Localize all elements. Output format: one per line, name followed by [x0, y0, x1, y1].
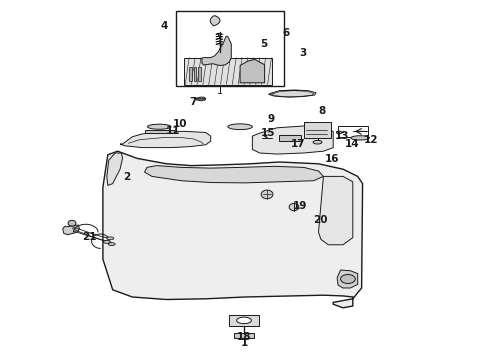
- Text: 12: 12: [364, 135, 379, 145]
- Ellipse shape: [107, 237, 114, 240]
- Text: 7: 7: [189, 96, 196, 107]
- Text: 16: 16: [325, 154, 340, 164]
- Polygon shape: [63, 225, 79, 235]
- Text: 3: 3: [299, 48, 306, 58]
- Ellipse shape: [337, 131, 342, 134]
- Polygon shape: [202, 36, 231, 66]
- Ellipse shape: [103, 240, 110, 243]
- Ellipse shape: [237, 317, 251, 324]
- Text: 11: 11: [166, 126, 180, 136]
- Bar: [176, 11, 284, 86]
- Polygon shape: [145, 130, 174, 133]
- Polygon shape: [252, 126, 333, 154]
- Text: 21: 21: [82, 231, 97, 242]
- Circle shape: [289, 203, 299, 211]
- Polygon shape: [194, 67, 196, 81]
- Polygon shape: [195, 97, 206, 101]
- Ellipse shape: [351, 136, 369, 140]
- Ellipse shape: [341, 275, 355, 284]
- Text: 18: 18: [237, 332, 251, 342]
- Text: 4: 4: [161, 21, 169, 31]
- Circle shape: [261, 190, 273, 199]
- Polygon shape: [120, 131, 211, 148]
- Text: 1: 1: [241, 338, 247, 348]
- Text: 14: 14: [344, 139, 359, 149]
- Ellipse shape: [228, 124, 252, 130]
- Circle shape: [68, 220, 76, 226]
- Text: 13: 13: [335, 131, 349, 141]
- Text: 8: 8: [319, 106, 326, 116]
- Ellipse shape: [313, 140, 322, 144]
- Polygon shape: [184, 58, 272, 85]
- Ellipse shape: [108, 243, 115, 246]
- Polygon shape: [318, 176, 353, 245]
- Bar: [234, 333, 254, 338]
- Polygon shape: [107, 153, 122, 185]
- Text: 9: 9: [268, 114, 274, 124]
- Text: 15: 15: [261, 128, 276, 138]
- Bar: [279, 135, 301, 141]
- Polygon shape: [210, 16, 220, 26]
- Ellipse shape: [147, 124, 171, 129]
- Polygon shape: [145, 166, 323, 183]
- Bar: [338, 126, 368, 137]
- Text: 17: 17: [291, 139, 305, 149]
- Polygon shape: [103, 151, 363, 308]
- Text: 10: 10: [173, 119, 188, 129]
- Text: 19: 19: [293, 201, 308, 211]
- Text: 6: 6: [282, 28, 289, 38]
- Bar: [229, 315, 259, 326]
- Text: 20: 20: [313, 215, 327, 225]
- Polygon shape: [198, 67, 201, 81]
- Polygon shape: [337, 270, 358, 288]
- Polygon shape: [240, 59, 265, 83]
- Polygon shape: [269, 90, 316, 97]
- Text: 2: 2: [123, 172, 130, 182]
- Bar: [304, 122, 331, 138]
- Polygon shape: [189, 67, 192, 81]
- Text: 5: 5: [260, 39, 267, 49]
